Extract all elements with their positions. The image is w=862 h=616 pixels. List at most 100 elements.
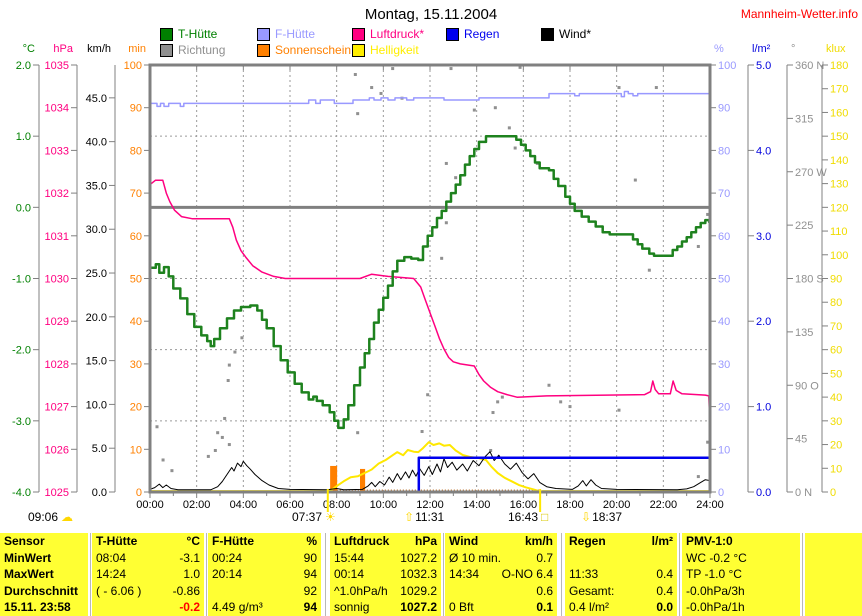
table-row: -0.0hPa/1h xyxy=(682,599,800,616)
richtung-point xyxy=(240,336,244,340)
axis-tick-label-hum: 80 xyxy=(718,145,730,157)
legend-item-sonnenschein: Sonnenschein xyxy=(257,43,351,57)
axis-tick-label-hpa: 1033 xyxy=(45,145,69,157)
axis-tick-label-klux: 30 xyxy=(830,416,842,428)
richtung-point xyxy=(170,469,174,473)
table-row: 0 Bft 0.1 xyxy=(445,599,557,616)
richtung-point xyxy=(356,112,360,116)
table-separator xyxy=(443,533,444,616)
table-cell-text: 08:04 xyxy=(96,550,127,565)
richtung-point xyxy=(379,91,383,95)
t_huette-series xyxy=(148,134,711,430)
table-row: Ø 10 min. 0.7 xyxy=(445,550,557,567)
table-cell-text: ( - 6.06 ) xyxy=(96,583,142,598)
table-row: 08:04 -3.1 xyxy=(92,550,204,567)
legend-swatch-icon xyxy=(257,27,270,41)
richtung-point xyxy=(206,454,210,458)
axis-tick-label-rain: 1.0 xyxy=(756,402,771,414)
table-cell-value xyxy=(745,583,796,600)
axis-tick-label-temp: -2.0 xyxy=(12,345,31,357)
table-cell-text: ^1.0hPa/h xyxy=(334,583,388,598)
table-column-regen: Regen l/m² 11:33 0.4 Gesamt: 0.4 0.4 l/m² 0.0 xyxy=(565,533,677,616)
table-separator xyxy=(679,533,680,616)
legend-swatch-icon xyxy=(352,27,365,41)
table-row: sonnig 1027.2 xyxy=(330,599,441,616)
legend-item-helligkeit: Helligkeit xyxy=(352,43,419,57)
axis-tick-label-temp: -4.0 xyxy=(12,487,31,499)
x-axis-label: 10:00 xyxy=(370,499,398,511)
table-column-f-h-tte: F-Hütte% 00:24 90 20:14 94 92 4.49 g/m³ 94 xyxy=(208,533,321,616)
richtung-point xyxy=(440,256,444,260)
table-cell-value: km/h xyxy=(524,534,553,548)
table-column-labels: Sensor MinWert MaxWert Durchschnitt 15.11. 2… xyxy=(0,533,88,616)
axis-tick-label-dir: 180 S xyxy=(795,274,824,286)
richtung-point xyxy=(696,475,700,479)
richtung-point xyxy=(161,458,165,462)
table-row-label: MinWert xyxy=(4,550,52,565)
table-cell-text: TP -1.0 °C xyxy=(686,567,742,582)
axis-tick-label-klux: 110 xyxy=(830,226,848,238)
table-cell-value: 94 xyxy=(303,567,317,582)
richtung-point xyxy=(493,106,497,110)
richtung-point xyxy=(706,212,710,216)
axis-tick-label-dir: 270 W xyxy=(795,167,827,179)
richtung-point xyxy=(647,268,651,272)
richtung-point xyxy=(391,67,395,71)
x-axis-label: 24:00 xyxy=(696,499,724,511)
x-axis-label: 04:00 xyxy=(230,499,258,511)
table-row: 14:34 O-NO 6.4 xyxy=(445,566,557,583)
axis-tick-label-kmh: 35.0 xyxy=(86,180,107,192)
time-marker-label: 16:43 xyxy=(508,510,538,524)
axis-tick-label-kmh: 20.0 xyxy=(86,312,107,324)
x-axis-label: 12:00 xyxy=(416,499,444,511)
table-row: 00:14 1032.3 xyxy=(330,566,441,583)
axis-tick-label-hpa: 1032 xyxy=(45,188,69,200)
axis-tick-label-hum: 50 xyxy=(718,274,730,286)
legend-swatch-icon xyxy=(160,27,173,41)
axis-tick-label-klux: 40 xyxy=(830,392,842,404)
luftdruck-series xyxy=(148,179,711,429)
table-cell-value: 1.0 xyxy=(183,567,200,582)
axis-tick-label-hum: 90 xyxy=(718,103,730,115)
legend-label: Richtung xyxy=(178,43,226,57)
richtung-point xyxy=(226,379,230,383)
table-cell-value xyxy=(742,566,796,583)
axis-tick-label-kmh: 45.0 xyxy=(86,93,107,105)
axis-tick-label-sun: 100 xyxy=(124,60,142,72)
table-column-luftdruck: Luftdruck hPa 15:44 1027.2 00:14 1032.3 ^1.0hP… xyxy=(330,533,441,616)
richtung-point xyxy=(633,178,637,182)
table-cell-text: Gesamt: xyxy=(569,583,615,598)
axis-tick-label-klux: 120 xyxy=(830,202,848,214)
helligkeit-series xyxy=(149,441,711,493)
table-cell-value: 1027.2 xyxy=(400,550,437,565)
richtung-point xyxy=(547,383,551,387)
axis-tick-label-klux: 150 xyxy=(830,131,848,143)
axis-tick-label-kmh: 15.0 xyxy=(86,356,107,368)
richtung-point xyxy=(472,108,476,112)
table-cell-text: 20:14 xyxy=(212,567,243,582)
axis-tick-label-rain: 3.0 xyxy=(756,231,771,243)
legend-label: Regen xyxy=(464,27,500,41)
richtung-point xyxy=(216,431,220,435)
axis-unit-temp: °C xyxy=(23,43,35,55)
table-column-t-h-tte: T-Hütte °C 08:04 -3.1 14:24 1.0 ( - 6.06 ) -0.8… xyxy=(92,533,204,616)
richtung-point xyxy=(559,400,563,404)
richtung-point xyxy=(370,86,374,90)
table-row: TP -1.0 °C xyxy=(682,566,800,583)
table-row: 0.6 xyxy=(445,583,557,600)
axis-tick-label-temp: 0.0 xyxy=(16,202,31,214)
table-row: 92 xyxy=(208,583,321,600)
legend-item-richtung: Richtung xyxy=(160,43,225,57)
axis-tick-label-klux: 130 xyxy=(830,179,848,191)
axis-tick-label-dir: 90 O xyxy=(795,380,819,392)
axis-tick-label-klux: 60 xyxy=(830,345,842,357)
axis-tick-label-hpa: 1029 xyxy=(45,316,69,328)
axis-tick-label-sun: 50 xyxy=(130,274,142,286)
page-title: Montag, 15.11.2004 xyxy=(364,6,498,23)
axis-tick-label-klux: 170 xyxy=(830,84,848,96)
axis-tick-label-hpa: 1028 xyxy=(45,359,69,371)
time-marker-label: 09:06 xyxy=(28,510,58,524)
axis-unit-klux: klux xyxy=(826,43,846,55)
brand-link[interactable]: Mannheim-Wetter.info xyxy=(740,7,858,21)
